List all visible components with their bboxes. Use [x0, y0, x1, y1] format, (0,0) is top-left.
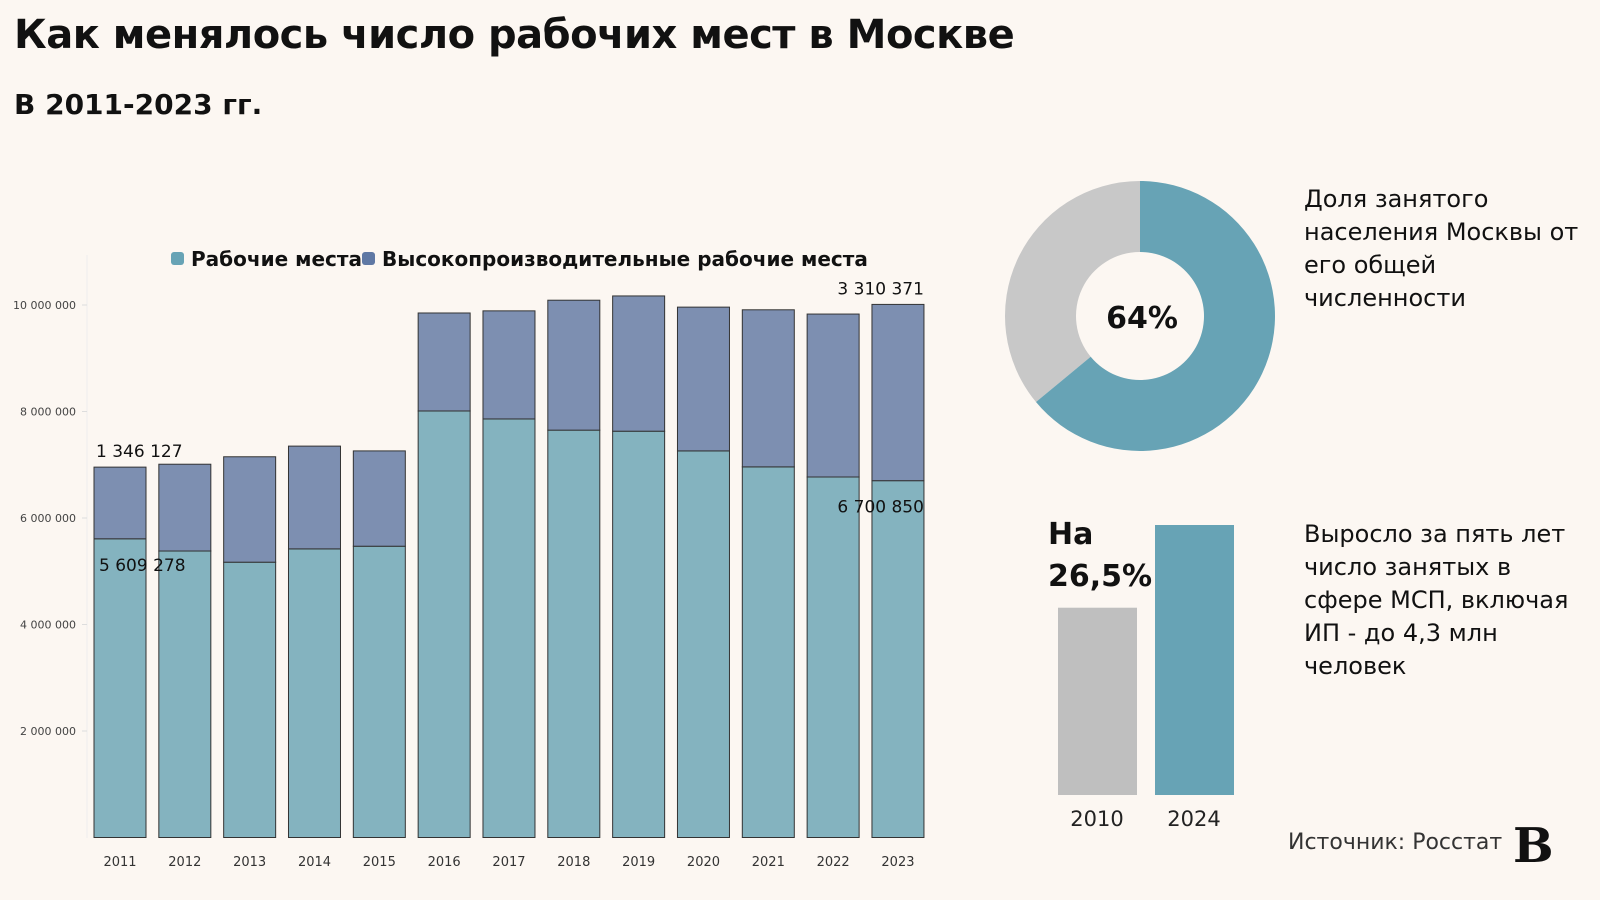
- data-label: 6 700 850: [837, 498, 924, 518]
- y-tick-label: 10 000 000: [13, 299, 76, 312]
- x-tick-label: 2022: [817, 855, 850, 870]
- bar-jobs-2012: [158, 550, 212, 838]
- bar-high-productivity-2017: [482, 310, 536, 420]
- bar-jobs-2014: [287, 548, 341, 838]
- bar-high-productivity-2011: [93, 466, 147, 540]
- donut-chart: 64%: [1005, 181, 1275, 451]
- bar-jobs-2018: [547, 429, 601, 838]
- x-tick-label: 2017: [492, 855, 525, 870]
- bar-high-productivity-2020: [676, 306, 730, 452]
- y-tick-label: 2 000 000: [20, 725, 76, 738]
- data-label: 3 310 371: [837, 279, 924, 299]
- bar-high-productivity-2021: [741, 309, 795, 468]
- x-label-2010: 2010: [1070, 807, 1123, 831]
- bar-high-productivity-2016: [417, 312, 471, 412]
- publisher-logo: В: [1513, 818, 1554, 874]
- x-tick-label: 2020: [687, 855, 720, 870]
- bar-high-productivity-2023: [871, 303, 925, 482]
- donut-slice-share: [1035, 181, 1275, 451]
- x-tick-label: 2023: [881, 855, 914, 870]
- legend: Рабочие места Высокопроизводительные раб…: [171, 247, 868, 271]
- bar-high-productivity-2015: [352, 450, 406, 547]
- x-tick-label: 2018: [557, 855, 590, 870]
- donut-caption: Доля занятого населения Москвы от его об…: [1304, 185, 1579, 312]
- msp-bar-chart: 2010 2024: [1058, 525, 1234, 831]
- data-label: 5 609 278: [99, 556, 186, 576]
- growth-annotation-prefix: На: [1048, 517, 1094, 552]
- bar-jobs-2013: [223, 561, 277, 838]
- legend-label-jobs: Рабочие места: [191, 247, 362, 271]
- source-note: Источник: Росстат: [1288, 830, 1503, 855]
- x-tick-label: 2012: [168, 855, 201, 870]
- legend-swatch-jobs: [171, 252, 184, 265]
- y-tick-label: 4 000 000: [20, 619, 76, 632]
- x-tick-label: 2016: [428, 855, 461, 870]
- donut-center-label: 64%: [1106, 301, 1178, 336]
- x-tick-label: 2021: [752, 855, 785, 870]
- data-label: 1 346 127: [96, 442, 183, 462]
- msp-caption: Выросло за пять лет число занятых в сфер…: [1304, 520, 1569, 680]
- bar-jobs-2011: [93, 538, 147, 839]
- bar-jobs-2017: [482, 418, 536, 838]
- y-tick-label: 8 000 000: [20, 406, 76, 419]
- bar-jobs-2020: [676, 450, 730, 838]
- x-tick-label: 2011: [103, 855, 136, 870]
- bar-jobs-2019: [612, 430, 666, 838]
- bar-2010: [1058, 607, 1137, 795]
- bar-high-productivity-2014: [287, 445, 341, 550]
- page-subtitle: В 2011-2023 гг.: [14, 88, 263, 121]
- bar-jobs-2023: [871, 480, 925, 838]
- page-title: Как менялось число рабочих мест в Москве: [14, 12, 1015, 58]
- x-tick-label: 2015: [363, 855, 396, 870]
- legend-swatch-high-productivity: [362, 252, 375, 265]
- bar-jobs-2016: [417, 410, 471, 838]
- bar-high-productivity-2012: [158, 463, 212, 552]
- donut-slice-rest: [1005, 181, 1140, 403]
- bar-jobs-2022: [806, 476, 860, 838]
- x-label-2024: 2024: [1167, 807, 1220, 831]
- x-tick-label: 2014: [298, 855, 331, 870]
- bar-high-productivity-2019: [612, 295, 666, 432]
- bar-high-productivity-2022: [806, 313, 860, 478]
- bar-jobs-2021: [741, 466, 795, 838]
- bar-high-productivity-2013: [223, 456, 277, 563]
- legend-label-high-productivity: Высокопроизводительные рабочие места: [382, 247, 868, 271]
- y-tick-label: 6 000 000: [20, 512, 76, 525]
- x-tick-label: 2019: [622, 855, 655, 870]
- growth-annotation-value: 26,5%: [1048, 559, 1153, 594]
- x-tick-label: 2013: [233, 855, 266, 870]
- bar-jobs-2015: [352, 545, 406, 838]
- growth-annotation: На 26,5%: [1048, 514, 1152, 598]
- bar-2024: [1155, 525, 1234, 795]
- bar-high-productivity-2018: [547, 299, 601, 431]
